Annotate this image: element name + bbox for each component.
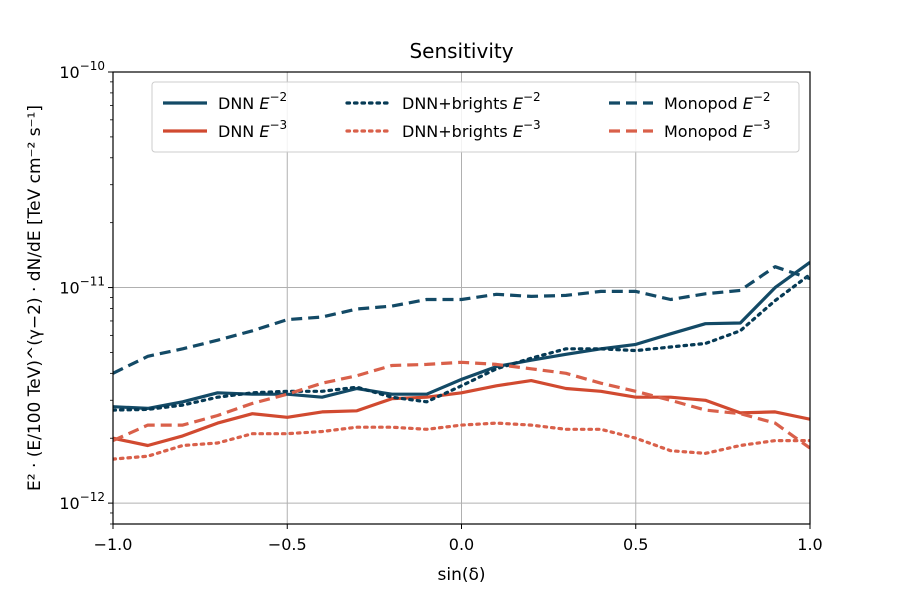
legend-label: DNN E−3	[218, 118, 287, 141]
x-tick-label: 0.5	[623, 535, 648, 554]
y-tick-label: 10−10	[59, 59, 105, 82]
x-tick-label: −0.5	[268, 535, 307, 554]
x-tick-label: 1.0	[797, 535, 822, 554]
data-series	[113, 261, 810, 461]
y-tick-label: 10−12	[59, 490, 105, 513]
legend-label: Monopod E−3	[664, 118, 771, 141]
x-tick-label: −1.0	[94, 535, 133, 554]
series-line-5	[113, 265, 810, 375]
series-line-3	[113, 272, 810, 412]
x-axis-label: sin(δ)	[437, 565, 485, 585]
series-line-6	[113, 360, 810, 450]
axis-ticks: −1.0 −0.5 0.0 0.5 1.0 10−10 10−11 10−12	[59, 59, 822, 554]
legend-label: DNN+brights E−3	[402, 118, 541, 141]
legend-label: DNN E−2	[218, 90, 287, 113]
legend-label: DNN+brights E−2	[402, 90, 541, 113]
series-line-1	[113, 261, 810, 410]
svg-text:E² · (E/100 TeV)^(γ−2) · dN/dE: E² · (E/100 TeV)^(γ−2) · dN/dE [TeV cm⁻²…	[25, 105, 45, 491]
x-tick-label: 0.0	[449, 535, 474, 554]
series-line-4	[113, 421, 810, 461]
svg-text:sin(δ): sin(δ)	[437, 565, 485, 585]
y-tick-label: 10−11	[59, 275, 105, 298]
y-axis-label: E² · (E/100 TeV)^(γ−2) · dN/dE [TeV cm⁻²…	[25, 105, 45, 491]
legend-label: Monopod E−2	[664, 90, 771, 113]
chart-title: Sensitivity	[409, 39, 513, 63]
legend: DNN E−2 DNN E−3 DNN+brights E−2 DNN+brights…	[151, 81, 800, 153]
series-line-2	[113, 379, 810, 448]
legend-box	[151, 81, 800, 153]
